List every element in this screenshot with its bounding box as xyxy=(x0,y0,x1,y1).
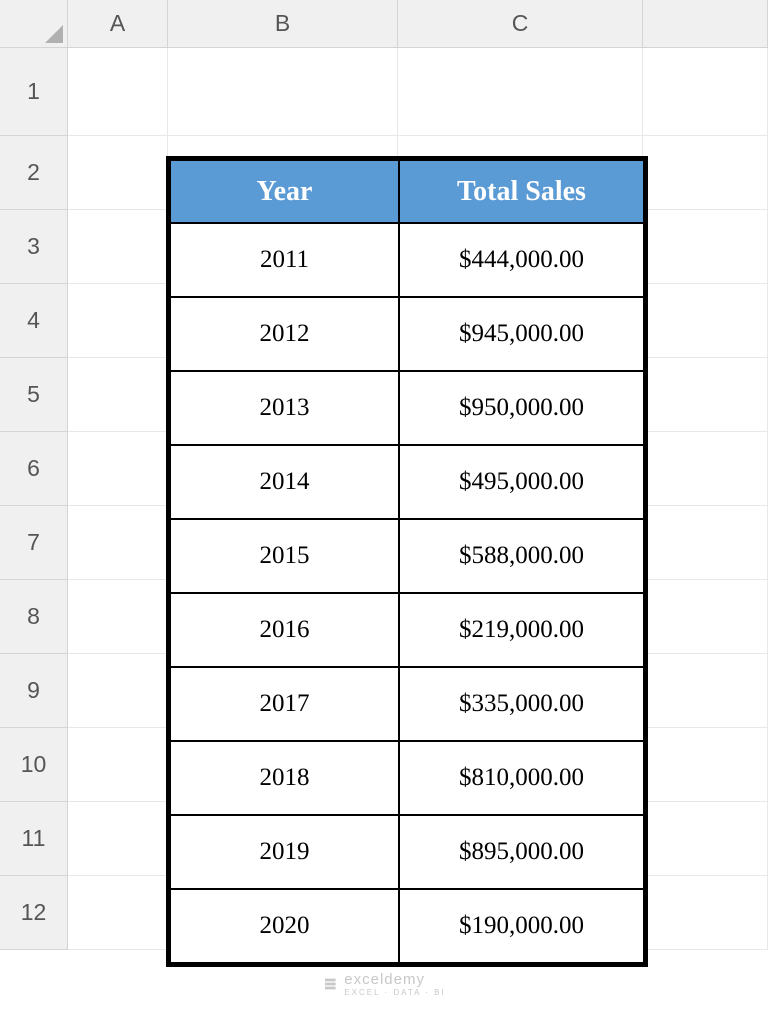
cell-b1[interactable] xyxy=(168,48,398,136)
row-header-8[interactable]: 8 xyxy=(0,580,68,654)
cell-c1[interactable] xyxy=(398,48,643,136)
watermark-brand: exceldemy xyxy=(344,971,425,988)
cell-d2[interactable] xyxy=(643,136,768,210)
cell-d4[interactable] xyxy=(643,284,768,358)
cell-d5[interactable] xyxy=(643,358,768,432)
column-header-a[interactable]: A xyxy=(68,0,168,48)
row-header-11[interactable]: 11 xyxy=(0,802,68,876)
cell-sales[interactable]: $190,000.00 xyxy=(399,889,644,963)
cell-a9[interactable] xyxy=(68,654,168,728)
watermark-tagline: EXCEL · DATA · BI xyxy=(344,988,445,997)
cell-a6[interactable] xyxy=(68,432,168,506)
table-row: 2014 $495,000.00 xyxy=(170,445,644,519)
sales-table: Year Total Sales 2011 $444,000.00 2012 $… xyxy=(169,159,645,964)
cell-year[interactable]: 2020 xyxy=(170,889,399,963)
cell-a4[interactable] xyxy=(68,284,168,358)
table-row: 2016 $219,000.00 xyxy=(170,593,644,667)
cell-sales[interactable]: $945,000.00 xyxy=(399,297,644,371)
watermark-text: exceldemy EXCEL · DATA · BI xyxy=(344,971,445,997)
cell-sales[interactable]: $950,000.00 xyxy=(399,371,644,445)
row-header-10[interactable]: 10 xyxy=(0,728,68,802)
row-header-9[interactable]: 9 xyxy=(0,654,68,728)
cell-sales[interactable]: $588,000.00 xyxy=(399,519,644,593)
cell-a1[interactable] xyxy=(68,48,168,136)
cell-d12[interactable] xyxy=(643,876,768,950)
table-row: 2015 $588,000.00 xyxy=(170,519,644,593)
table-row: 2013 $950,000.00 xyxy=(170,371,644,445)
cell-a12[interactable] xyxy=(68,876,168,950)
table-row: 2018 $810,000.00 xyxy=(170,741,644,815)
cell-year[interactable]: 2012 xyxy=(170,297,399,371)
cell-year[interactable]: 2019 xyxy=(170,815,399,889)
cell-d7[interactable] xyxy=(643,506,768,580)
cell-a7[interactable] xyxy=(68,506,168,580)
cell-a8[interactable] xyxy=(68,580,168,654)
cell-year[interactable]: 2013 xyxy=(170,371,399,445)
watermark-icon xyxy=(322,976,338,992)
cell-sales[interactable]: $810,000.00 xyxy=(399,741,644,815)
cell-d9[interactable] xyxy=(643,654,768,728)
table-row: 2011 $444,000.00 xyxy=(170,223,644,297)
cell-year[interactable]: 2017 xyxy=(170,667,399,741)
row-header-6[interactable]: 6 xyxy=(0,432,68,506)
cell-a2[interactable] xyxy=(68,136,168,210)
cell-a10[interactable] xyxy=(68,728,168,802)
cell-d3[interactable] xyxy=(643,210,768,284)
row-header-4[interactable]: 4 xyxy=(0,284,68,358)
row-header-3[interactable]: 3 xyxy=(0,210,68,284)
table-row: 2019 $895,000.00 xyxy=(170,815,644,889)
column-header-c[interactable]: C xyxy=(398,0,643,48)
table-row: 2012 $945,000.00 xyxy=(170,297,644,371)
cell-a11[interactable] xyxy=(68,802,168,876)
row-header-2[interactable]: 2 xyxy=(0,136,68,210)
column-header-blank[interactable] xyxy=(643,0,768,48)
table-body: 2011 $444,000.00 2012 $945,000.00 2013 $… xyxy=(170,223,644,963)
header-year[interactable]: Year xyxy=(170,160,399,223)
header-total-sales[interactable]: Total Sales xyxy=(399,160,644,223)
cell-sales[interactable]: $495,000.00 xyxy=(399,445,644,519)
cell-a5[interactable] xyxy=(68,358,168,432)
cell-year[interactable]: 2015 xyxy=(170,519,399,593)
row-header-7[interactable]: 7 xyxy=(0,506,68,580)
cell-sales[interactable]: $219,000.00 xyxy=(399,593,644,667)
cell-d10[interactable] xyxy=(643,728,768,802)
watermark: exceldemy EXCEL · DATA · BI xyxy=(322,971,445,997)
cell-a3[interactable] xyxy=(68,210,168,284)
table-row: 2017 $335,000.00 xyxy=(170,667,644,741)
row-header-12[interactable]: 12 xyxy=(0,876,68,950)
cell-sales[interactable]: $335,000.00 xyxy=(399,667,644,741)
cell-d6[interactable] xyxy=(643,432,768,506)
table-header-row: Year Total Sales xyxy=(170,160,644,223)
row-header-1[interactable]: 1 xyxy=(0,48,68,136)
cell-d1[interactable] xyxy=(643,48,768,136)
table-row: 2020 $190,000.00 xyxy=(170,889,644,963)
cell-d11[interactable] xyxy=(643,802,768,876)
cell-year[interactable]: 2016 xyxy=(170,593,399,667)
cell-year[interactable]: 2014 xyxy=(170,445,399,519)
cell-year[interactable]: 2011 xyxy=(170,223,399,297)
cell-sales[interactable]: $895,000.00 xyxy=(399,815,644,889)
select-all-corner[interactable] xyxy=(0,0,68,48)
cell-year[interactable]: 2018 xyxy=(170,741,399,815)
cell-d8[interactable] xyxy=(643,580,768,654)
column-header-b[interactable]: B xyxy=(168,0,398,48)
row-header-5[interactable]: 5 xyxy=(0,358,68,432)
cell-sales[interactable]: $444,000.00 xyxy=(399,223,644,297)
